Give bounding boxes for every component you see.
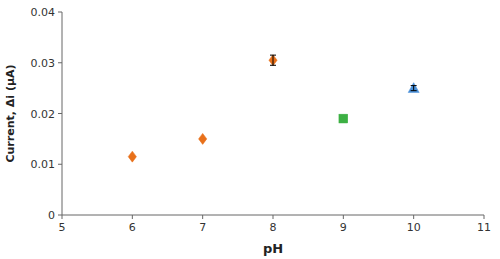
- y-tick-label: 0.04: [31, 6, 56, 19]
- x-tick: [484, 215, 485, 219]
- error-bar-cap: [411, 90, 417, 91]
- x-tick-label: 9: [340, 221, 347, 234]
- y-tick-label: 0.01: [31, 158, 56, 171]
- x-tick-label: 8: [270, 221, 277, 234]
- error-bar: [411, 86, 417, 91]
- axes: 5 6 7 8 9 10 11 0 0.01 0.02 0.03 0.04: [31, 6, 492, 234]
- error-bar-cap: [270, 65, 276, 66]
- x-tick: [273, 215, 274, 219]
- x-tick-label: 6: [129, 221, 136, 234]
- y-tick-label: 0.02: [31, 108, 56, 121]
- diamond-point: [199, 133, 207, 144]
- chart: 5 6 7 8 9 10 11 0 0.01 0.02 0.03 0.04 pH Current, Δi …: [0, 0, 500, 259]
- y-tick: [58, 12, 62, 13]
- x-tick: [62, 215, 63, 219]
- x-tick-label: 11: [477, 221, 491, 234]
- y-tick-label: 0.03: [31, 57, 56, 70]
- x-tick-label: 7: [199, 221, 206, 234]
- y-tick: [58, 62, 62, 63]
- y-tick: [58, 215, 62, 216]
- error-bar-line: [273, 55, 274, 65]
- square-point: [339, 114, 348, 123]
- x-tick: [343, 215, 344, 219]
- y-tick: [58, 113, 62, 114]
- x-tick-label: 10: [407, 221, 421, 234]
- plot-area: [128, 55, 419, 162]
- y-tick-label: 0: [48, 209, 55, 222]
- series: [339, 114, 348, 123]
- triangle-point: [408, 83, 419, 93]
- series: [128, 55, 277, 162]
- x-axis-label: pH: [263, 241, 283, 256]
- diamond-point: [128, 151, 136, 162]
- x-tick: [202, 215, 203, 219]
- error-bar-cap: [411, 85, 417, 86]
- chart-container: 5 6 7 8 9 10 11 0 0.01 0.02 0.03 0.04 pH Current, Δi …: [0, 0, 500, 259]
- x-tick: [413, 215, 414, 219]
- y-axis-label: Current, Δi (μA): [4, 64, 17, 162]
- x-tick-label: 5: [59, 221, 66, 234]
- series: [408, 83, 419, 93]
- diamond-point: [269, 55, 277, 66]
- y-tick: [58, 164, 62, 165]
- error-bar-line: [413, 86, 414, 91]
- error-bar-cap: [270, 55, 276, 56]
- x-tick: [132, 215, 133, 219]
- error-bar: [270, 55, 276, 65]
